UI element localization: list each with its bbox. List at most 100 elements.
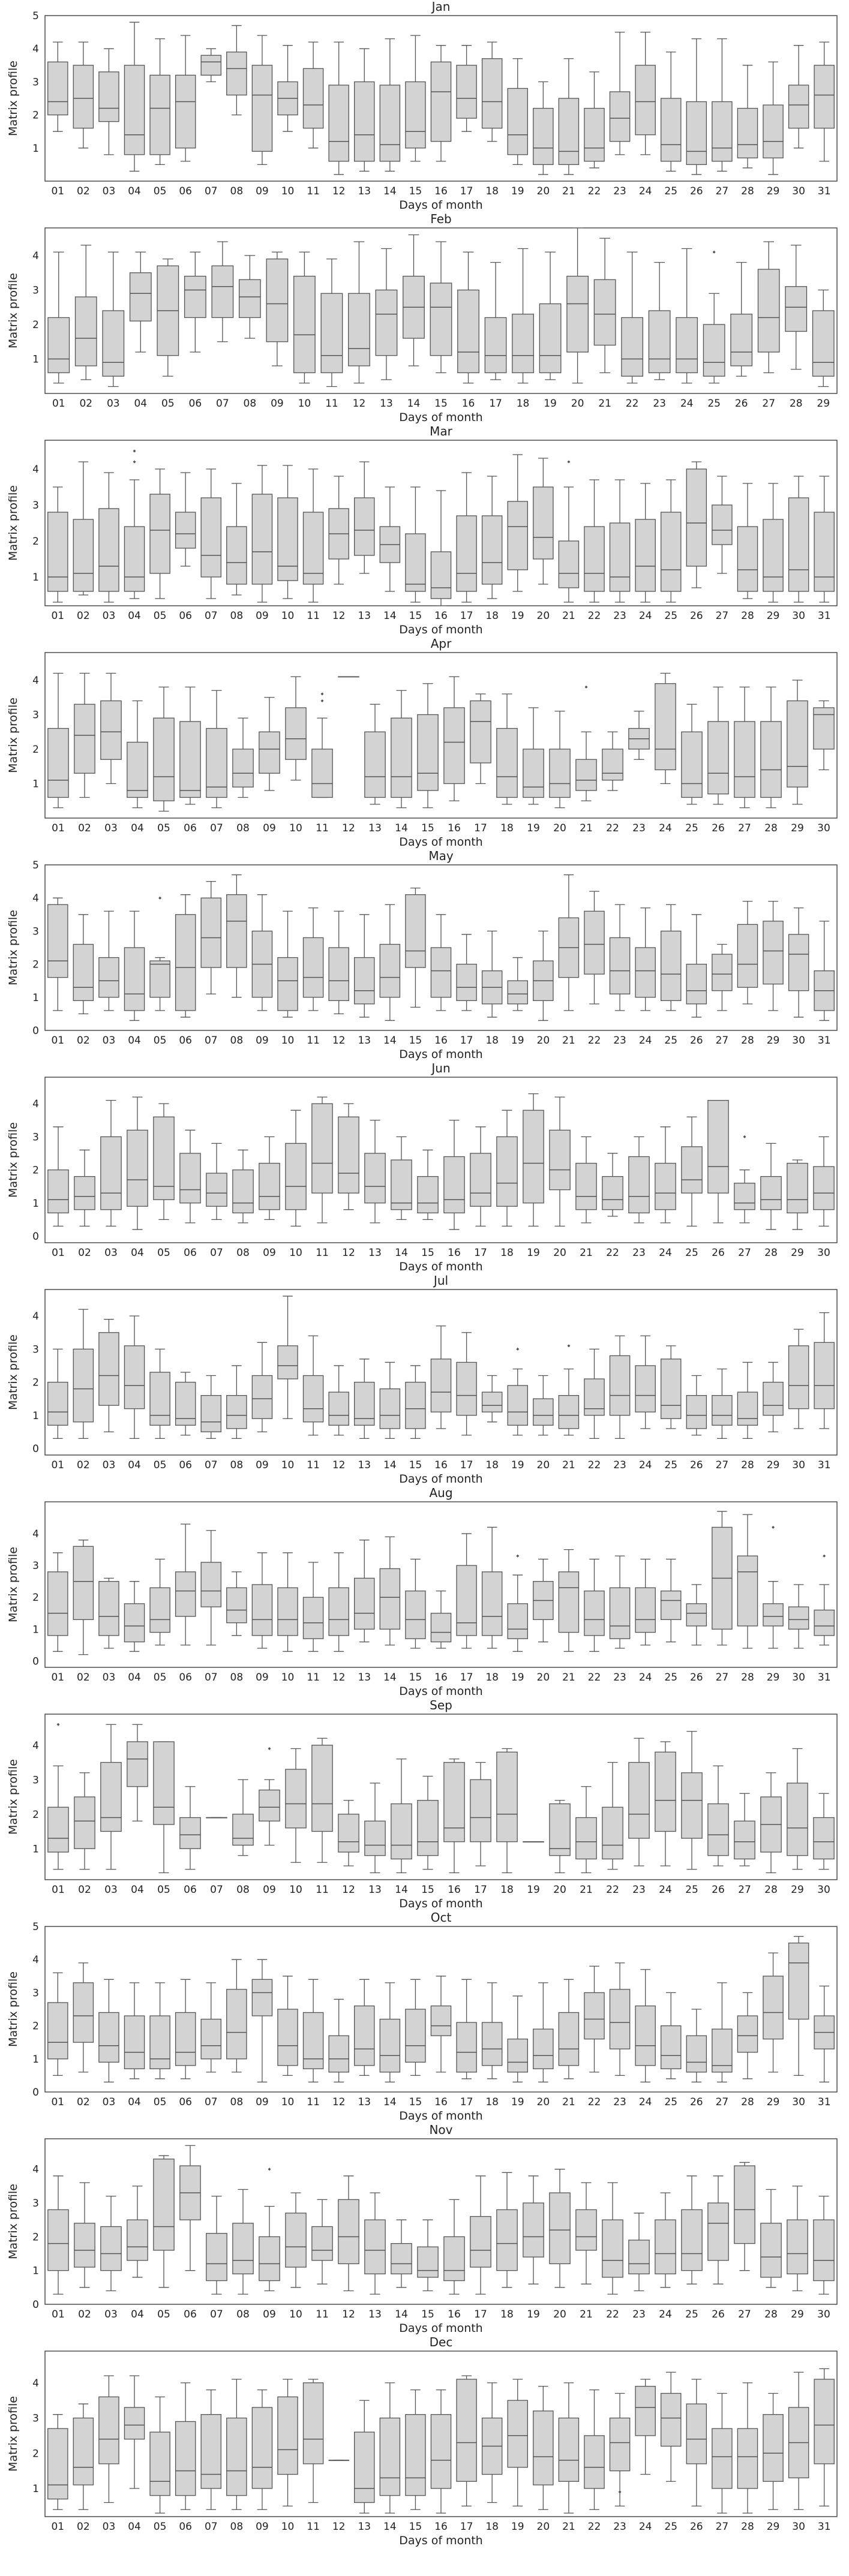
- box-iqr: [379, 943, 401, 998]
- box-day-14: [379, 1536, 401, 1646]
- box-day-18: [496, 693, 518, 805]
- box-iqr: [609, 937, 631, 994]
- x-tick-label: 03: [103, 2521, 116, 2533]
- box-iqr: [98, 2396, 119, 2464]
- box-iqr: [635, 2386, 656, 2436]
- box-day-17: [470, 1762, 491, 1866]
- y-tick-label: 1: [32, 778, 39, 790]
- outlier-point: [133, 460, 136, 464]
- box-iqr: [405, 1590, 426, 1639]
- x-tick-label: 11: [307, 185, 320, 197]
- x-tick-label: 01: [51, 2521, 64, 2533]
- box-iqr: [512, 314, 534, 374]
- box-iqr: [621, 317, 644, 377]
- box-iqr: [635, 65, 656, 136]
- box-day-07: [206, 1143, 227, 1221]
- box-day-01: [47, 672, 69, 808]
- outlier-point: [133, 449, 136, 453]
- box-day-03: [98, 1319, 119, 1433]
- box-iqr: [379, 2018, 401, 2073]
- x-tick-label: 15: [421, 1884, 434, 1896]
- box-iqr: [354, 2431, 375, 2503]
- x-tick-label: 15: [409, 1672, 422, 1684]
- box-day-26: [686, 2009, 707, 2083]
- x-tick-label: 12: [332, 2521, 346, 2533]
- x-tick-label: 04: [128, 610, 141, 622]
- box-iqr: [47, 512, 68, 592]
- x-tick-label: 17: [460, 2521, 473, 2533]
- y-tick-label: 5: [32, 1921, 39, 1933]
- box-day-08: [226, 1365, 247, 1439]
- box-iqr: [206, 728, 227, 798]
- x-tick-label: 24: [639, 2521, 652, 2533]
- box-iqr: [153, 1116, 175, 1200]
- x-tick-label: 26: [735, 398, 748, 410]
- x-tick-label: 05: [154, 2096, 167, 2108]
- box-iqr: [737, 107, 758, 159]
- box-iqr: [100, 700, 122, 760]
- box-day-07: [200, 468, 222, 599]
- box-day-11: [302, 1335, 324, 1436]
- box-iqr: [405, 2414, 426, 2496]
- x-tick-label: 26: [712, 1247, 725, 1259]
- x-tick-label: 16: [434, 1035, 448, 1047]
- box-day-15: [417, 1149, 439, 1221]
- box-iqr: [763, 2414, 784, 2482]
- box-day-09: [259, 697, 280, 791]
- x-tick-label: 26: [712, 822, 725, 834]
- x-tick-label: 08: [236, 1247, 250, 1259]
- box-iqr: [481, 1571, 503, 1636]
- box-day-10: [277, 1552, 298, 1652]
- box-iqr: [348, 293, 370, 366]
- box-iqr: [149, 1587, 170, 1633]
- box-iqr: [730, 314, 753, 366]
- x-tick-label: 23: [613, 1035, 626, 1047]
- box-iqr: [558, 98, 580, 166]
- box-iqr: [179, 1153, 201, 1204]
- plot-frame: [44, 652, 838, 819]
- box-day-17: [456, 2375, 477, 2507]
- box-day-07: [200, 48, 222, 83]
- x-tick-label: 13: [358, 1672, 371, 1684]
- y-axis-label: Matrix profile: [7, 273, 20, 348]
- box-day-27: [712, 476, 733, 574]
- x-tick-label: 20: [537, 610, 550, 622]
- box-day-28: [760, 1772, 782, 1874]
- y-tick-label: 0: [32, 1443, 39, 1455]
- x-tick-label: 08: [230, 185, 244, 197]
- box-day-14: [379, 1982, 401, 2083]
- box-day-13: [364, 704, 386, 805]
- box-iqr: [814, 512, 835, 592]
- box-iqr: [226, 1587, 247, 1624]
- x-tick-label: 03: [103, 1672, 116, 1684]
- box-iqr: [484, 317, 507, 374]
- box-day-04: [124, 449, 145, 599]
- box-iqr: [443, 1156, 465, 1213]
- box-day-29: [787, 1159, 808, 1230]
- box-day-08: [232, 1779, 254, 1856]
- x-tick-label: 28: [764, 822, 778, 834]
- x-axis-label: Days of month: [399, 1472, 482, 1486]
- x-tick-label: 12: [332, 610, 346, 622]
- box-iqr: [737, 2428, 758, 2489]
- y-tick-label: 3: [32, 1987, 39, 1999]
- x-tick-label: 17: [460, 1672, 473, 1684]
- box-day-12: [328, 41, 349, 175]
- x-tick-label: 22: [606, 822, 619, 834]
- x-tick-label: 20: [571, 398, 584, 410]
- box-iqr: [417, 2246, 439, 2278]
- y-tick-label: 3: [32, 1560, 39, 1572]
- box-day-11: [302, 2379, 324, 2503]
- x-tick-label: 31: [818, 610, 831, 622]
- box-iqr: [311, 1745, 333, 1832]
- box-day-26: [686, 2379, 707, 2507]
- box-day-05: [153, 686, 175, 812]
- box-iqr: [734, 2165, 755, 2244]
- box-day-18: [481, 2382, 503, 2503]
- box-iqr: [302, 1375, 324, 1423]
- box-iqr: [226, 526, 247, 585]
- y-tick-label: 2: [32, 1377, 39, 1389]
- box-day-15: [405, 486, 426, 603]
- x-tick-label: 22: [588, 1459, 601, 1471]
- box-day-05: [149, 2396, 170, 2514]
